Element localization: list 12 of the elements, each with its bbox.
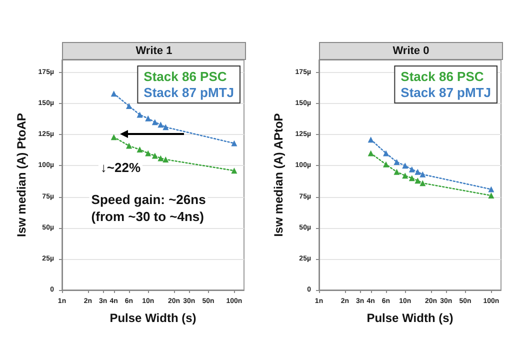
y-axis-title: Isw median (A) APtoP — [271, 113, 286, 237]
annotation: ↓~22% — [100, 160, 141, 175]
text: Stack 86 PSC — [144, 69, 228, 84]
annotation: Speed gain: ~26ns (from ~30 to ~4ns) — [91, 192, 206, 224]
text: Stack 86 PSC — [400, 69, 484, 84]
x-axis-title: Pulse Width (s) — [366, 311, 454, 325]
text: Stack 87 pMTJ — [400, 85, 492, 100]
chart-title: Write 1 — [62, 42, 246, 60]
y-axis-title: Isw median (A) PtoAP — [14, 112, 28, 238]
series-label: Stack 87 pMTJ — [144, 85, 234, 100]
chart-title: Write 0 — [319, 42, 503, 60]
x-axis-title: Pulse Width (s) — [110, 311, 196, 325]
